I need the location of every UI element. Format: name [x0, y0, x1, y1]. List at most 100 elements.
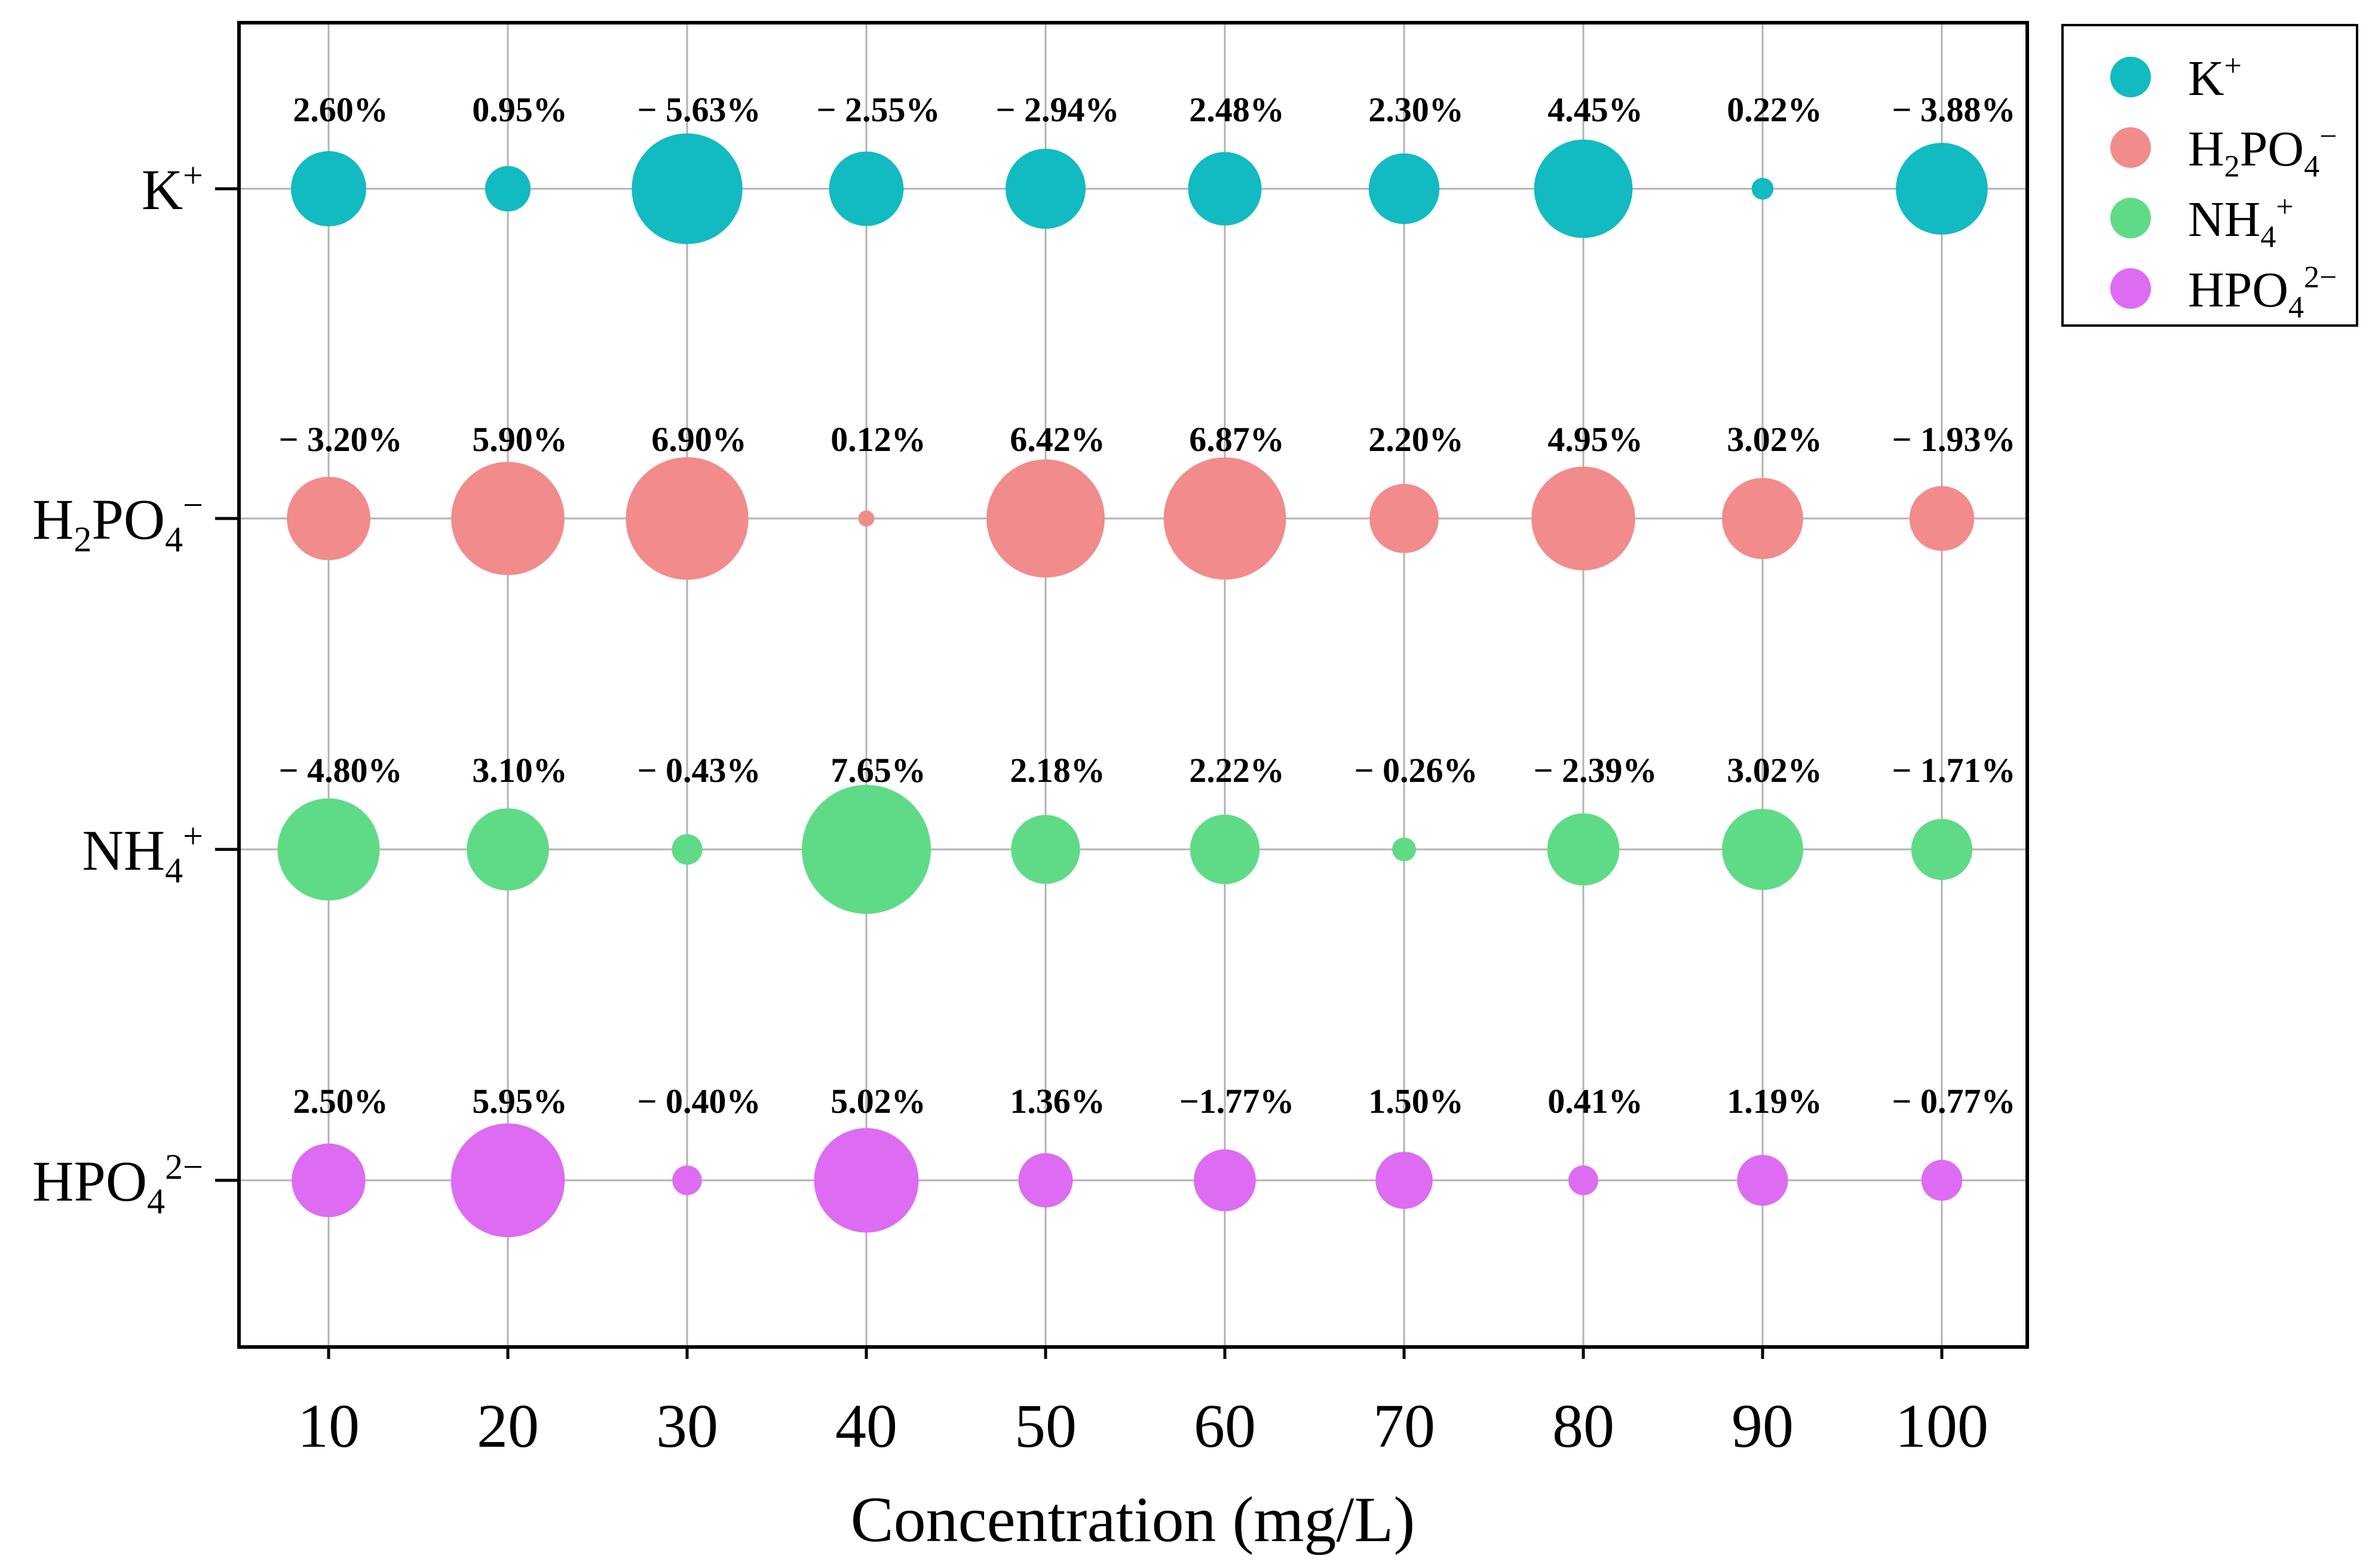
data-label: 6.42%: [1010, 420, 1105, 459]
data-label: 5.02%: [830, 1082, 926, 1121]
data-label: − 0.40%: [637, 1082, 761, 1121]
bubble-H2PO4−-70: [1369, 484, 1439, 553]
data-label: 3.02%: [1727, 420, 1822, 459]
y-tick-label: H2PO4−: [32, 486, 203, 560]
bubble-NH4+-70: [1392, 837, 1416, 861]
bubble-HPO42−-100: [1921, 1159, 1963, 1201]
bubble-layer: [277, 133, 1988, 1238]
data-label: − 3.20%: [278, 420, 402, 459]
bubble-NH4+-40: [802, 785, 931, 914]
x-axis: 10 20 30 40 50 60 70 80 90 100: [298, 1347, 1988, 1460]
bubble-NH4+-90: [1722, 809, 1803, 890]
data-label: 0.95%: [472, 90, 568, 129]
data-label: − 0.77%: [1892, 1082, 2015, 1121]
x-tick-label: 10: [298, 1392, 360, 1460]
bubble-HPO42−-60: [1194, 1149, 1256, 1211]
bubble-HPO42−-20: [451, 1123, 565, 1238]
data-label: − 5.63%: [637, 90, 761, 129]
legend-label: H2PO4−: [2188, 119, 2337, 183]
bubble-HPO42−-70: [1375, 1152, 1433, 1209]
data-label-layer: 2.60% 0.95% − 5.63% − 2.55% − 2.94% 2.48% 2.30…: [278, 90, 2015, 1121]
legend-marker: [2110, 268, 2151, 309]
data-label: 1.36%: [1010, 1082, 1105, 1121]
data-label: 6.87%: [1189, 420, 1285, 459]
data-label: 0.12%: [830, 420, 926, 459]
data-label: 4.45%: [1547, 90, 1643, 129]
bubble-H2PO4−-80: [1531, 467, 1635, 570]
bubble-H2PO4−-100: [1909, 486, 1975, 551]
data-label: 3.02%: [1727, 751, 1822, 790]
bubble-K+-20: [485, 165, 531, 212]
data-label: 5.90%: [472, 420, 568, 459]
x-tick-label: 70: [1373, 1392, 1435, 1460]
data-label: 0.41%: [1547, 1082, 1643, 1121]
legend-marker: [2110, 127, 2151, 168]
x-axis-title: Concentration (mg/L): [851, 1484, 1415, 1555]
bubble-NH4+-80: [1547, 813, 1620, 886]
x-tick-label: 20: [477, 1392, 539, 1460]
bubble-H2PO4−-10: [287, 477, 370, 560]
bubble-K+-70: [1368, 153, 1440, 225]
bubble-K+-30: [632, 133, 743, 244]
plot-frame: [237, 21, 2029, 1349]
data-label: 2.50%: [293, 1082, 388, 1121]
data-label: 1.50%: [1368, 1082, 1464, 1121]
bubble-HPO42−-80: [1568, 1165, 1598, 1195]
data-label: 5.95%: [472, 1082, 568, 1121]
data-label: 2.18%: [1010, 751, 1105, 790]
bubble-K+-40: [829, 151, 904, 226]
data-label: 0.22%: [1727, 90, 1822, 129]
data-label: 6.90%: [651, 420, 747, 459]
legend-marker: [2110, 198, 2151, 238]
data-label: 2.60%: [293, 90, 388, 129]
bubble-H2PO4−-90: [1722, 478, 1803, 559]
x-tick-label: 80: [1552, 1392, 1614, 1460]
bubble-NH4+-10: [277, 798, 380, 901]
bubble-HPO42−-30: [672, 1165, 702, 1195]
bubble-H2PO4−-40: [858, 510, 875, 527]
data-label: − 0.26%: [1354, 751, 1478, 790]
data-label: 2.30%: [1368, 90, 1464, 129]
legend-marker: [2110, 57, 2151, 97]
bubble-NH4+-60: [1190, 814, 1260, 885]
bubble-K+-10: [291, 151, 366, 226]
data-label: 1.19%: [1727, 1082, 1822, 1121]
bubble-HPO42−-50: [1018, 1153, 1073, 1208]
bubble-NH4+-20: [467, 808, 549, 891]
bubble-HPO42−-90: [1737, 1155, 1788, 1206]
data-label: − 1.93%: [1892, 420, 2015, 459]
data-label: − 1.71%: [1892, 751, 2015, 790]
y-axis: K+ H2PO4− NH4+ HPO42−: [32, 156, 239, 1222]
data-label: − 2.39%: [1533, 751, 1657, 790]
bubble-K+-90: [1751, 177, 1774, 200]
x-tick-label: 90: [1732, 1392, 1794, 1460]
data-label: − 0.43%: [637, 751, 761, 790]
data-label: − 2.94%: [995, 90, 1119, 129]
data-label: − 3.88%: [1892, 90, 2015, 129]
legend: K+ H2PO4− NH4+HPO42−: [2061, 24, 2358, 327]
bubble-K+-60: [1188, 152, 1262, 226]
bubble-NH4+-50: [1011, 815, 1080, 884]
bubble-HPO42−-40: [814, 1128, 919, 1233]
x-tick-label: 30: [656, 1392, 718, 1460]
bubble-HPO42−-10: [292, 1143, 366, 1217]
data-label: 2.48%: [1189, 90, 1285, 129]
bubble-H2PO4−-60: [1163, 457, 1286, 580]
bubble-K+-50: [1006, 149, 1086, 229]
data-label: −1.77%: [1179, 1082, 1295, 1121]
bubble-K+-100: [1896, 143, 1988, 235]
x-tick-label: 40: [835, 1392, 897, 1460]
bubble-H2PO4−-50: [986, 459, 1105, 578]
data-label: − 2.55%: [816, 90, 940, 129]
data-label: 2.22%: [1189, 751, 1285, 790]
legend-label: HPO42−: [2188, 260, 2337, 324]
legend-label: K+: [2188, 49, 2242, 106]
x-tick-label: 60: [1194, 1392, 1256, 1460]
data-label: 3.10%: [472, 751, 568, 790]
bubble-K+-80: [1534, 139, 1633, 238]
y-tick-label: K+: [142, 156, 203, 222]
y-tick-label: HPO42−: [32, 1147, 203, 1222]
data-label: 7.65%: [830, 751, 926, 790]
